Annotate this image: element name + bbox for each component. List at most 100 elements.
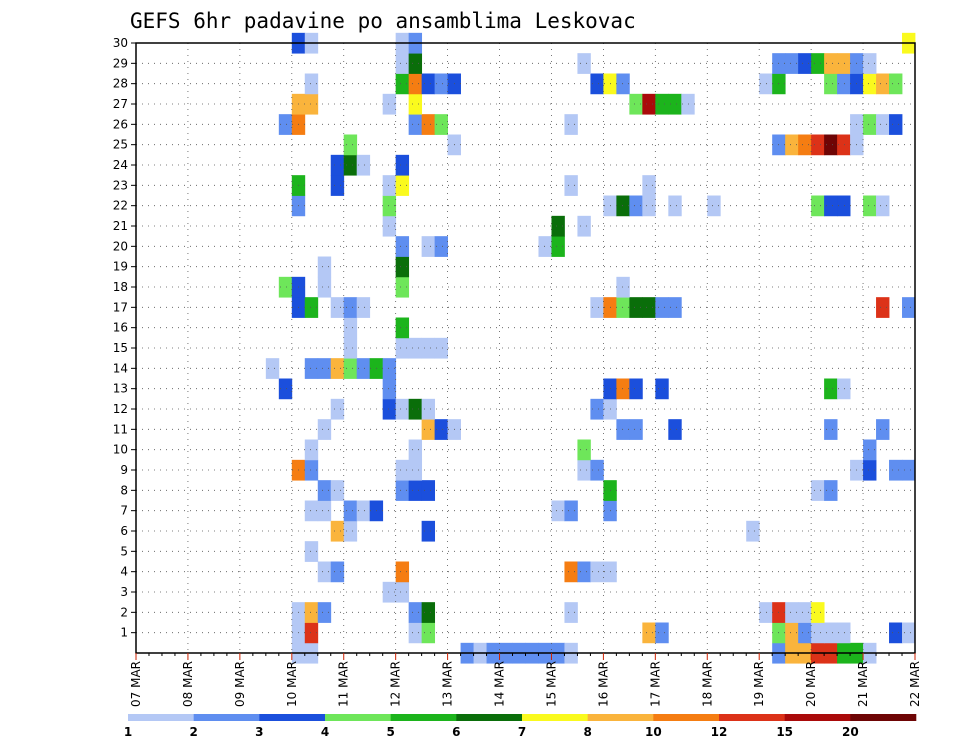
heatmap-cell (668, 419, 682, 440)
heatmap-cell (577, 215, 591, 237)
heatmap-cell (395, 256, 410, 278)
heatmap-cell (629, 297, 643, 318)
heatmap-cell (798, 53, 812, 74)
colorbar-label: 6 (452, 725, 460, 739)
x-tick-label: 09 MAR (233, 661, 247, 707)
heatmap-cell (395, 398, 410, 420)
heatmap-cell (785, 53, 799, 74)
colorbar-label: 1 (124, 725, 132, 739)
heatmap-cell (408, 93, 423, 115)
heatmap-cell (408, 73, 423, 95)
heatmap-cell (304, 73, 319, 95)
colorbar-swatch (522, 714, 588, 721)
colorbar-label: 8 (583, 725, 591, 739)
heatmap-cell (408, 602, 423, 623)
heatmap-cell (837, 378, 851, 400)
heatmap-cell (395, 175, 410, 196)
heatmap-cell (317, 256, 332, 278)
heatmap-cell (278, 378, 293, 400)
heatmap-cell (629, 195, 643, 217)
y-tick-label: 19 (113, 260, 128, 274)
heatmap-cell (356, 500, 371, 522)
colorbar-label: 10 (645, 725, 662, 739)
y-tick-label: 4 (120, 565, 128, 579)
heatmap-cell (421, 602, 436, 623)
heatmap-cell (889, 73, 903, 95)
heatmap-cell (343, 297, 358, 318)
heatmap-cell (863, 53, 877, 74)
heatmap-cell (395, 581, 410, 603)
heatmap-cell (343, 154, 358, 176)
heatmap-cell (616, 276, 630, 298)
heatmap-cell (837, 622, 851, 644)
heatmap-cell (564, 114, 578, 135)
heatmap-cell (655, 297, 669, 318)
heatmap-cell (759, 73, 773, 95)
heatmap-cell (798, 622, 812, 644)
heatmap-cell (434, 337, 448, 359)
y-tick-label: 7 (120, 504, 128, 518)
heatmap-cell (863, 73, 877, 95)
y-tick-label: 30 (113, 36, 128, 50)
heatmap-cell (330, 175, 345, 196)
colorbar-swatch (850, 714, 917, 721)
x-tick-label: 21 MAR (856, 661, 870, 707)
heatmap-cell (668, 93, 682, 115)
heatmap-cell (785, 622, 799, 644)
y-tick-label: 23 (113, 178, 128, 192)
heatmap-cell (265, 358, 280, 379)
x-tick-label: 12 MAR (389, 661, 403, 707)
heatmap-cell (434, 73, 448, 95)
heatmap-cell (382, 175, 397, 196)
heatmap-cell (408, 53, 423, 74)
heatmap-cell (304, 500, 319, 522)
heatmap-cell (421, 236, 436, 257)
x-axis: 07 MAR 08 MAR 09 MAR 10 MAR 11 MAR 12 MAR 13 M… (129, 653, 922, 707)
heatmap-cell (304, 602, 319, 623)
y-tick-label: 10 (113, 443, 128, 457)
heatmap-cell (889, 622, 903, 644)
heatmap-cell (616, 419, 630, 440)
heatmap-cell (382, 398, 397, 420)
colorbar-label: 15 (776, 725, 793, 739)
y-tick-label: 22 (113, 199, 128, 213)
heatmap-cell (785, 602, 799, 623)
heatmap-cell (330, 398, 345, 420)
colorbar-swatch (784, 714, 851, 721)
x-tick-label: 15 MAR (544, 661, 558, 707)
heatmap-cell (317, 500, 332, 522)
heatmap-cell (330, 297, 345, 318)
heatmap-cell (382, 378, 397, 400)
heatmap-cell (434, 114, 448, 135)
heatmap-cell (330, 480, 345, 501)
heatmap-cell (317, 419, 332, 440)
heatmap-cell (343, 358, 358, 379)
heatmap-cell (681, 93, 695, 115)
heatmap-cell (824, 134, 838, 156)
heatmap-cell (655, 378, 669, 400)
colorbar-label: 7 (518, 725, 526, 739)
heatmap-cell (811, 195, 825, 217)
heatmap-cell (408, 337, 423, 359)
heatmap-cell (564, 500, 578, 522)
heatmap-cell (421, 73, 436, 95)
heatmap-cell (590, 459, 604, 481)
colorbar-label: 5 (386, 725, 394, 739)
heatmap-cell (590, 561, 604, 583)
heatmap-cell (616, 378, 630, 400)
colorbar-label: 12 (711, 725, 728, 739)
y-tick-label: 18 (113, 280, 128, 294)
heatmap-cell (421, 114, 436, 135)
heatmap-cell (616, 195, 630, 217)
heatmap-cell (655, 622, 669, 644)
heatmap-cell (421, 398, 436, 420)
heatmap-cell (642, 622, 656, 644)
heatmap-cell (798, 602, 812, 623)
heatmap-cell (330, 358, 345, 379)
heatmap-cell (746, 520, 760, 542)
heatmap-cell (811, 53, 825, 74)
heatmap-cell (876, 114, 890, 135)
heatmap-cell (655, 93, 669, 115)
colorbar-swatch (456, 714, 523, 721)
heatmap-cell (356, 297, 371, 318)
